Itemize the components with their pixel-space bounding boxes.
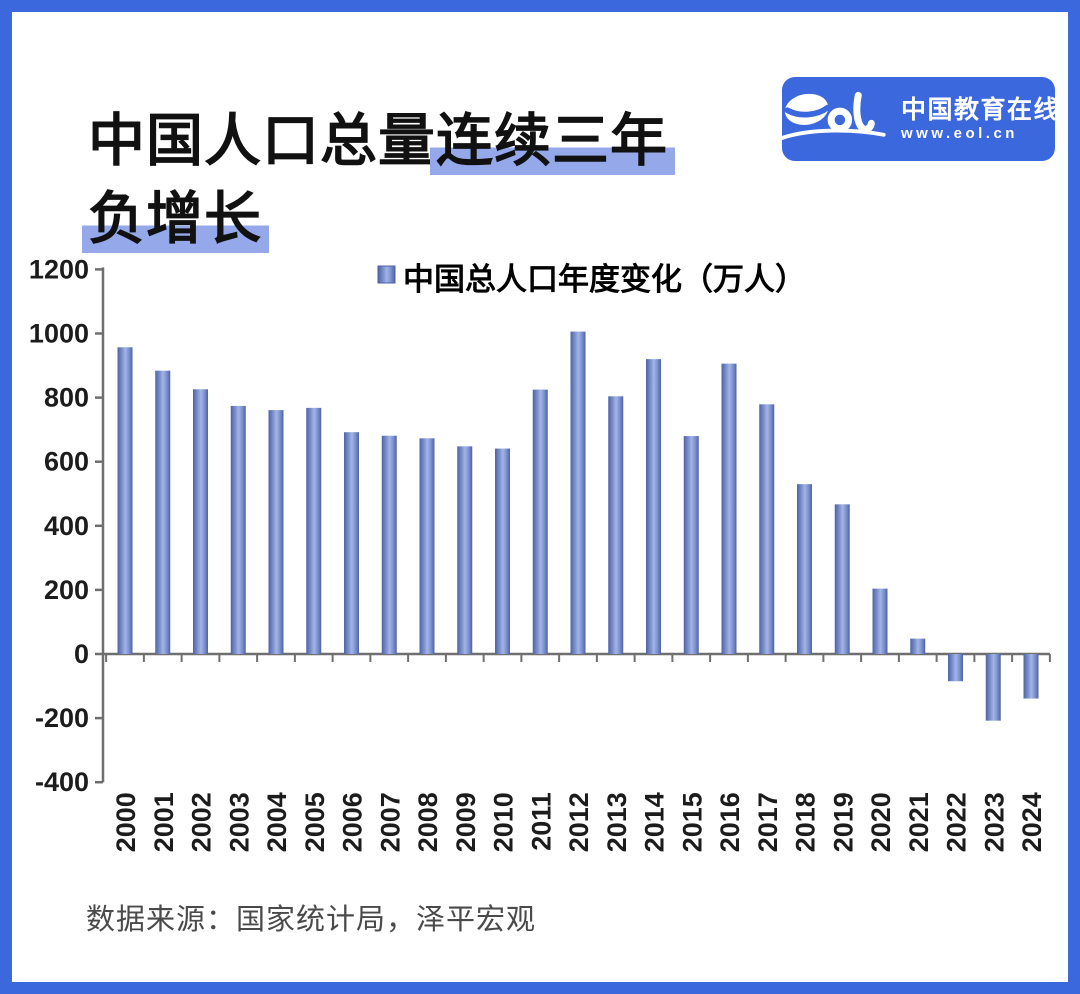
- logo-text-block: 中国教育在线 www.eol.cn: [901, 96, 1066, 143]
- eol-script-icon: [779, 91, 886, 141]
- eol-logo-badge: 中国教育在线 www.eol.cn: [779, 77, 1059, 161]
- bar-2023: [985, 654, 1001, 721]
- bar-2004: [268, 410, 284, 654]
- x-label-2006: 2006: [338, 792, 368, 852]
- title-text-normal: 中国人口总量: [88, 109, 436, 174]
- population-change-bar-chart: 中国总人口年度变化（万人） 1200 1000 800 600 400 200 0 -200 -4…: [0, 248, 1080, 870]
- x-label-2017: 2017: [753, 792, 783, 852]
- y-label-1000: 1000: [29, 319, 89, 349]
- bar-2022: [948, 654, 963, 682]
- x-label-2009: 2009: [451, 792, 481, 852]
- y-label--200: -200: [35, 703, 89, 733]
- x-label-2024: 2024: [1017, 792, 1047, 852]
- x-label-2011: 2011: [526, 792, 556, 851]
- legend-label: 中国总人口年度变化（万人）: [403, 262, 806, 298]
- x-label-2019: 2019: [828, 792, 858, 852]
- title-text-highlighted-2: 负增长: [82, 187, 269, 254]
- logo-website-url: www.eol.cn: [901, 125, 1018, 143]
- bar-2010: [495, 448, 510, 654]
- bar-2021: [910, 638, 926, 654]
- title-line-2: 负增长: [82, 180, 675, 258]
- title-line-1: 中国人口总量连续三年: [88, 102, 675, 180]
- y-label-800: 800: [44, 383, 89, 413]
- title-text-highlighted-1: 连续三年: [430, 109, 675, 176]
- x-label-2004: 2004: [262, 792, 292, 852]
- x-label-2005: 2005: [300, 792, 330, 852]
- x-label-2007: 2007: [375, 792, 405, 852]
- y-label--400: -400: [35, 767, 89, 797]
- bar-2019: [834, 504, 850, 654]
- bar-2016: [721, 363, 737, 654]
- bar-2011: [532, 389, 548, 654]
- bar-2002: [193, 389, 208, 654]
- x-label-2002: 2002: [187, 792, 217, 852]
- bar-2017: [759, 404, 775, 654]
- x-label-2003: 2003: [224, 792, 254, 852]
- bar-2018: [797, 484, 812, 654]
- x-label-2000: 2000: [111, 792, 141, 852]
- x-label-2022: 2022: [942, 792, 972, 852]
- bar-2014: [646, 359, 661, 654]
- bar-2000: [117, 347, 133, 654]
- bar-2009: [457, 446, 473, 654]
- bar-2015: [683, 436, 699, 654]
- legend-marker: [377, 265, 396, 284]
- x-label-2014: 2014: [640, 792, 670, 852]
- x-label-2001: 2001: [149, 792, 179, 852]
- bar-2008: [419, 438, 435, 654]
- x-label-2016: 2016: [715, 792, 745, 852]
- bar-2003: [230, 405, 246, 654]
- data-source-note: 数据来源：国家统计局，泽平宏观: [86, 904, 537, 936]
- x-label-2010: 2010: [489, 792, 519, 852]
- bar-2007: [381, 435, 397, 654]
- bar-2013: [608, 396, 624, 654]
- chart-svg: 中国总人口年度变化（万人）120010008006004002000-200-4…: [29, 254, 1051, 852]
- x-label-2015: 2015: [677, 792, 707, 852]
- page-title: 中国人口总量连续三年 负增长: [82, 102, 675, 258]
- bar-2005: [306, 407, 322, 654]
- x-label-2023: 2023: [979, 792, 1009, 852]
- bar-2012: [570, 331, 586, 654]
- y-label-1200: 1200: [29, 254, 89, 284]
- bar-2001: [155, 370, 171, 654]
- y-label-400: 400: [44, 511, 89, 541]
- logo-brand-name: 中国教育在线: [901, 95, 1061, 124]
- x-label-2018: 2018: [791, 792, 821, 852]
- y-label-0: 0: [74, 639, 89, 669]
- bar-2006: [344, 432, 359, 654]
- y-label-600: 600: [44, 447, 89, 477]
- x-label-2008: 2008: [413, 792, 443, 852]
- x-label-2012: 2012: [564, 792, 594, 852]
- x-label-2013: 2013: [602, 792, 632, 852]
- x-label-2021: 2021: [904, 792, 934, 852]
- y-label-200: 200: [44, 575, 89, 605]
- bar-2020: [872, 588, 888, 654]
- bar-2024: [1023, 654, 1039, 699]
- x-label-2020: 2020: [866, 792, 896, 852]
